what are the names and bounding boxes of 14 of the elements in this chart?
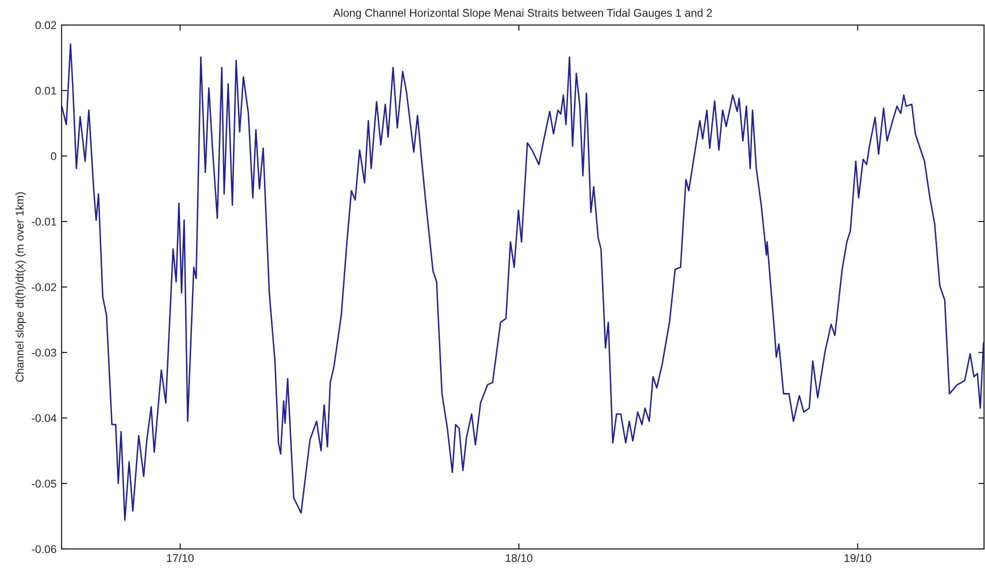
x-tick-label: 17/10 xyxy=(167,554,194,562)
y-tick-label: 0.02 xyxy=(36,21,56,30)
y-tick-label: -0.05 xyxy=(32,480,56,488)
y-axis-title: Channel slope dt(h)/dt(x) (m over 1km) xyxy=(15,192,26,382)
y-tick-label: -0.01 xyxy=(32,218,56,226)
y-tick-label: -0.03 xyxy=(32,348,56,357)
x-tick-label: 19/10 xyxy=(844,554,872,562)
y-tick-label: 0.01 xyxy=(36,86,56,95)
y-tick-label: 0 xyxy=(50,152,56,160)
y-tick-label: -0.04 xyxy=(32,414,56,422)
x-tick-label: 18/10 xyxy=(506,554,532,562)
y-tick-label: -0.02 xyxy=(32,283,56,292)
y-tick-label: -0.06 xyxy=(32,545,56,554)
chart-title: Along Channel Horizontal Slope Menai Straits between Tidal Gauges 1 and 2 xyxy=(333,8,712,19)
